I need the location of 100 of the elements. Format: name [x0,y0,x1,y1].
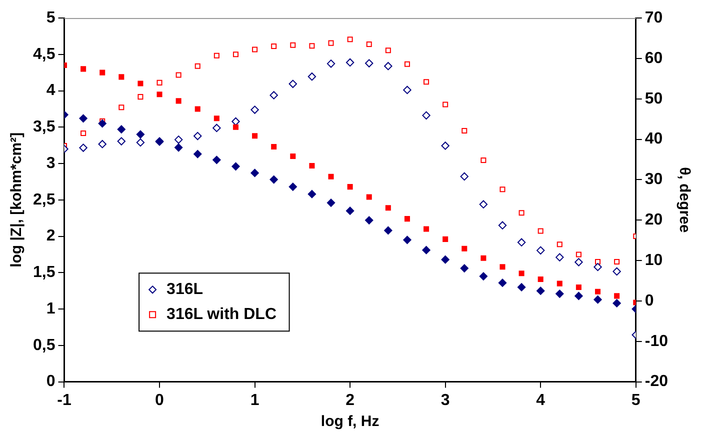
y2-tick-label: 70 [644,9,663,26]
point [98,119,106,128]
y2-tick-label: 10 [644,252,663,269]
y-tick-label: 4 [46,82,56,100]
point [498,221,507,230]
point [136,138,145,147]
point [346,206,354,215]
point [214,52,220,58]
y-tick-label: 2 [46,228,56,245]
point [480,158,486,164]
point [232,124,238,130]
point [424,226,430,232]
point [384,226,392,235]
point [556,242,562,248]
point [100,70,106,76]
point [328,40,334,46]
point [214,116,220,122]
point [138,80,144,86]
point [176,72,182,78]
point [518,210,524,216]
legend-label: 316L with DLC [166,306,277,324]
y-tick-label: 4,5 [32,46,56,63]
y-tick-label: 3 [46,154,56,172]
y-tick-label: 0 [46,373,56,390]
y-tick-label: 5 [46,9,56,26]
y-tick-label: 1 [46,300,56,318]
point [574,258,583,266]
point [250,106,259,114]
point [347,184,353,190]
point [442,102,448,108]
point [309,43,315,49]
point [441,142,450,150]
point [366,194,372,200]
point [518,270,524,276]
point [462,128,468,134]
x-tick-label: 5 [631,392,640,409]
x-tick-label: 0 [155,392,164,409]
point [290,153,296,160]
y2-tick-label: 40 [644,130,663,148]
point [556,253,564,262]
point [79,114,88,123]
point [536,286,545,295]
point [365,59,374,68]
point [288,182,297,191]
y-axis-title: log |Z|, [kohm*cm²] [8,132,26,268]
point [194,106,200,112]
point [79,144,88,152]
point [460,172,468,181]
y-tick-label: 0,5 [32,336,56,354]
point [462,246,468,252]
y2-tick-label: 30 [644,171,663,188]
point [594,295,602,304]
point [252,133,258,139]
y2-tick-label: 0 [644,292,654,310]
point [612,299,621,308]
point [308,190,316,198]
point [500,186,506,192]
y2-tick-label: 50 [644,90,663,108]
point [536,246,545,255]
point [156,92,162,98]
point [460,264,468,272]
point [403,236,412,244]
point [271,44,277,50]
point [308,72,316,81]
point [270,91,278,100]
point [138,94,144,100]
point [174,136,183,144]
y2-tick-label: 60 [644,50,663,67]
point [270,175,278,184]
point [385,48,391,54]
point [174,143,183,152]
point [517,283,526,292]
point [422,246,430,254]
y2-tick-label: 20 [644,212,663,229]
point [442,236,448,242]
point [403,86,412,94]
point [156,80,162,86]
point [576,284,582,290]
point [194,150,202,158]
y2-axis-title: θ, degree [676,167,693,233]
point [117,137,126,146]
x-tick-label: 2 [346,392,355,409]
point [98,140,106,148]
point [365,216,374,224]
point [479,272,488,280]
point [614,293,620,299]
x-tick-label: 3 [440,392,450,409]
point [422,111,430,120]
point [212,124,221,132]
x-tick-label: -1 [57,392,72,409]
point [212,156,221,164]
point [252,46,258,52]
x-tick-label: 4 [536,392,546,409]
x-axis-title: log f, Hz [320,413,380,430]
point [479,200,488,208]
point [574,292,583,300]
point [498,278,507,287]
point [384,62,392,70]
point [80,130,86,136]
point [309,162,315,168]
